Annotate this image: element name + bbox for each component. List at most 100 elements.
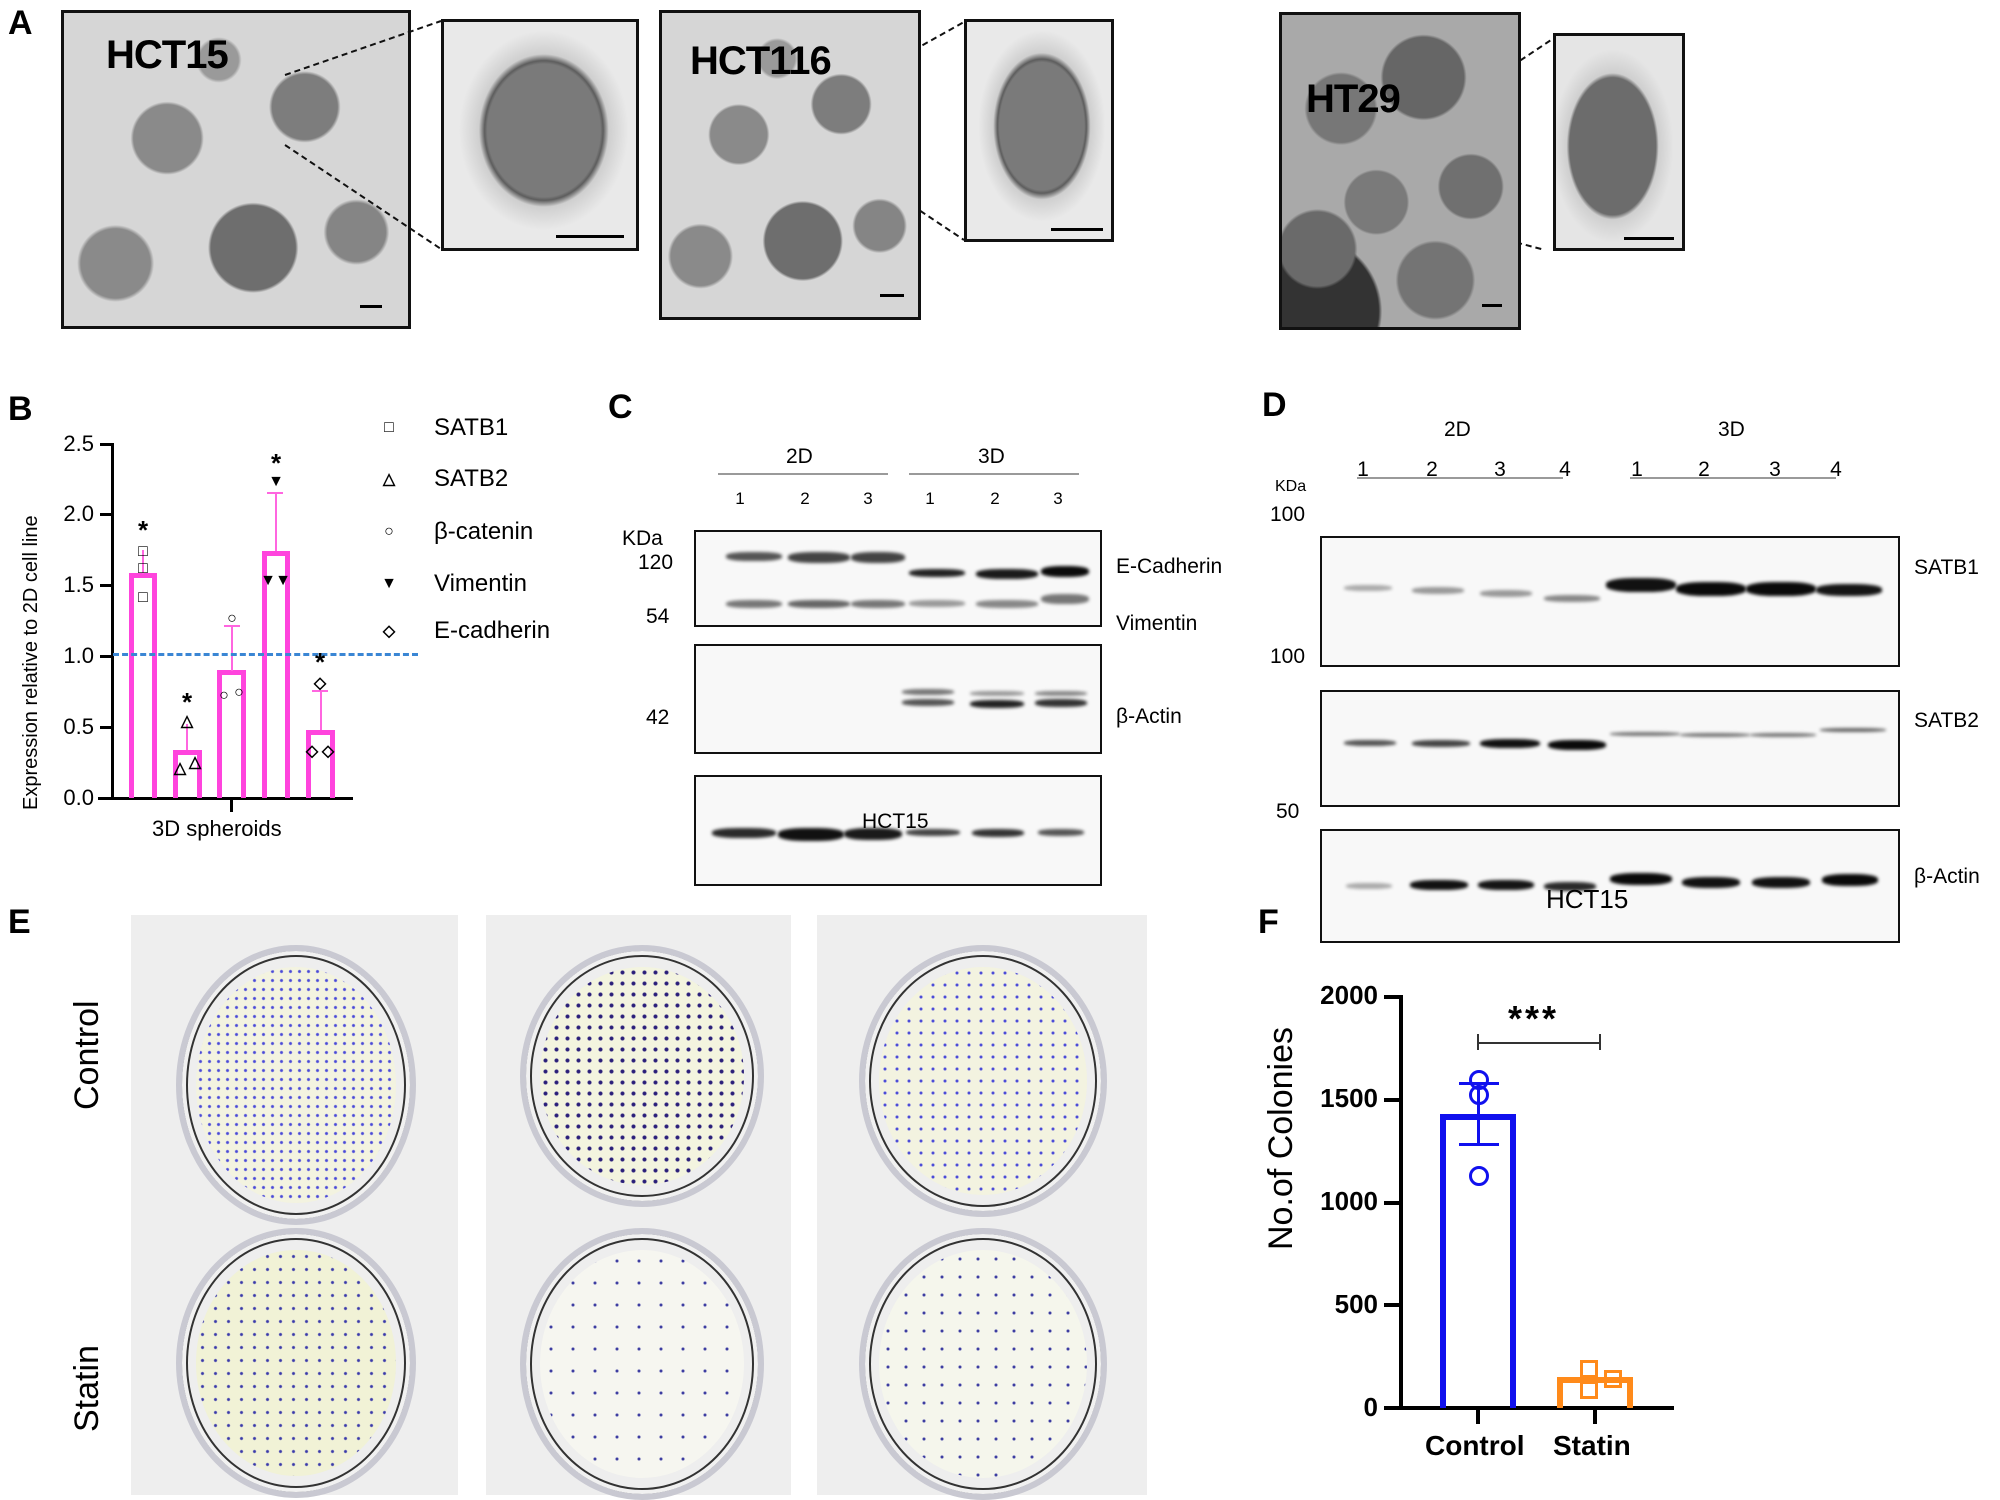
x-axis [1384,1406,1674,1410]
significance-label: *** [1508,998,1560,1039]
y-tick [1384,1201,1400,1205]
lane-number: 4 [1559,458,1571,481]
error-cap [312,690,328,692]
plate-column-3 [817,915,1147,1500]
blot-caption: HCT15 [862,810,929,833]
triangle-marker-icon: △ [382,471,396,488]
micrograph-ht29: HT29 [1279,12,1521,330]
point-satb1: □ [138,543,148,560]
error-bar [186,724,188,750]
significance-star: * [314,647,326,677]
y-tick [100,584,112,587]
legend-label: β-catenin [434,518,534,545]
dish-statin-3 [859,1228,1107,1500]
error-cap [224,625,240,627]
y-tick [100,655,112,658]
lane-number: 3 [1053,489,1063,508]
x-axis-label: 3D spheroids [152,816,282,841]
error-bar [1477,1083,1480,1145]
significance-star: * [181,687,193,717]
row-label-control: Control [68,1000,106,1110]
group-label: 2D [786,445,813,468]
protein-label: SATB2 [1914,709,1979,732]
bar-e-cadherin [306,730,335,798]
scale-bar [880,294,904,297]
y-tick-label: 0.0 [63,785,94,810]
blot-beta-actin-d [1320,829,1900,943]
lane-number: 2 [1698,458,1710,481]
protein-label: E-Cadherin [1116,555,1223,578]
cell-line-label: HCT15 [106,33,229,77]
panel-label-e: E [8,903,31,941]
scale-bar [556,235,624,238]
panel-label-d: D [1262,386,1287,424]
point-satb2: △ [188,754,202,771]
point-vimentin: ▼ [275,572,291,589]
protein-label: Vimentin [1116,612,1198,635]
y-tick [1384,1098,1400,1102]
inset-ht29 [1553,33,1685,251]
plate-column-2 [486,915,791,1500]
legend-item: △ SATB2 [374,465,508,493]
group-label: 3D [978,445,1005,468]
y-axis [1399,995,1403,1409]
blot-vimentin [694,644,1102,754]
bracket-end [1599,1034,1601,1050]
marker-weight: 42 [646,706,670,729]
significance-star: * [137,515,149,545]
legend-item: ▼ Vimentin [374,570,527,598]
y-tick-label: 1500 [1320,1083,1378,1113]
legend-item: □ SATB1 [374,414,508,442]
panel-label-f: F [1258,903,1279,941]
y-tick [100,443,112,446]
panel-label-c: C [608,388,633,426]
panel-label-b: B [8,390,33,428]
point-satb2: △ [180,713,194,730]
point-beta-catenin: ○ [227,610,237,627]
y-tick [1384,995,1400,999]
y-tick [100,513,112,516]
dish-statin-2 [520,1228,764,1500]
point-statin [1604,1370,1622,1388]
point-e-cadherin: ◇ [313,675,327,692]
y-tick-label: 1.5 [63,572,94,597]
error-bar [275,493,277,551]
point-satb1: □ [138,560,148,577]
cell-line-label: HT29 [1306,77,1401,121]
y-tick-label: 1.0 [63,643,94,668]
dish-control-3 [859,945,1107,1217]
lane-number: 3 [1769,458,1781,481]
group-label: 3D [1718,418,1745,441]
scale-bar [360,305,382,308]
blot-e-cadherin [694,530,1102,627]
legend-label: SATB1 [434,414,509,441]
point-control [1469,1085,1489,1105]
group-divider [1630,477,1836,479]
cell-line-label: HCT116 [690,39,832,83]
scale-bar [1624,237,1674,240]
down-triangle-marker-icon: ▼ [381,575,397,592]
bar-satb1 [129,573,157,798]
marker-weight: 100 [1270,503,1306,526]
kda-label: KDa [1275,478,1307,495]
micrograph-hct15: HCT15 [61,10,411,329]
marker-weight: 50 [1276,800,1300,823]
y-tick [100,726,112,729]
plate-column-1 [131,915,458,1498]
y-tick-label: 0.5 [63,714,94,739]
y-tick [100,797,112,800]
y-axis-label: Expression relative to 2D cell line [20,515,42,810]
legend-item: ◇ E-cadherin [374,617,550,645]
lane-number: 4 [1830,458,1842,481]
point-e-cadherin: ◇ [305,743,319,760]
marker-weight: 54 [646,605,670,628]
y-tick [1384,1303,1400,1307]
dish-statin-1 [176,1228,416,1498]
inset-hct116 [964,19,1114,242]
legend-label: Vimentin [434,570,527,597]
y-tick-label: 0 [1363,1392,1378,1422]
y-tick-label: 1000 [1320,1186,1378,1216]
y-tick-label: 2.5 [63,431,94,456]
lane-number: 2 [800,489,810,508]
protein-label: β-Actin [1116,705,1182,728]
